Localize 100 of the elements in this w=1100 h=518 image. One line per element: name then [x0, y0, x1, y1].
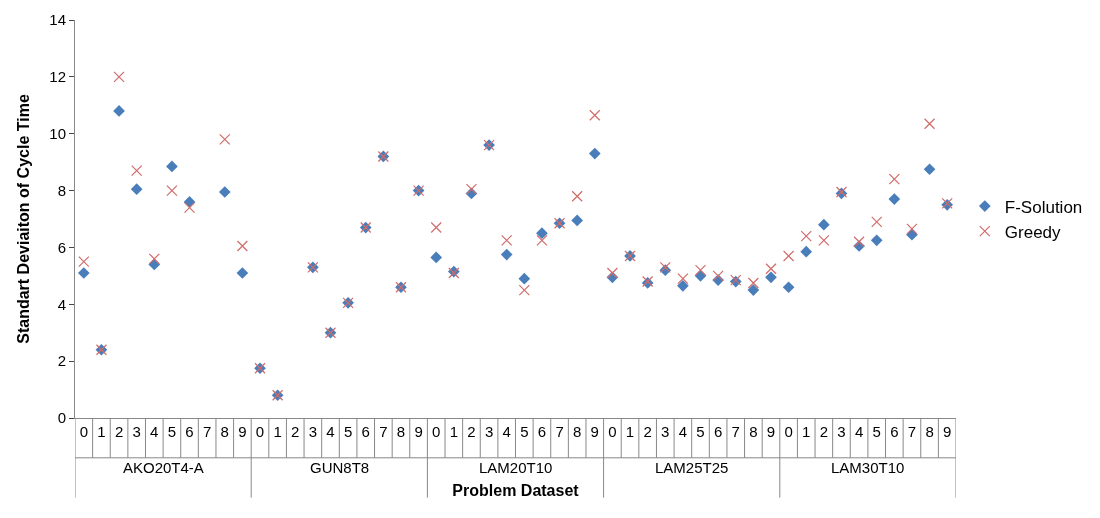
- point: [923, 163, 936, 176]
- point: [218, 186, 231, 198]
- x-tick-label: 4: [678, 423, 688, 440]
- point: [800, 230, 812, 242]
- x-tick-label: 9: [238, 423, 247, 440]
- point: [536, 227, 548, 240]
- y-axis-title: Standart Deviaiton of Cycle Time: [15, 94, 33, 344]
- x-axis-title: Problem Dataset: [452, 481, 580, 499]
- x-tick-label: 3: [132, 423, 141, 440]
- y-tick-label: 0: [57, 409, 66, 427]
- point: [236, 240, 248, 252]
- x-tick-label: 0: [432, 423, 441, 440]
- x-tick-label: 7: [907, 423, 917, 440]
- x-tick-label: 6: [361, 423, 370, 440]
- point: [236, 267, 249, 279]
- y-tick-label: 8: [57, 181, 66, 199]
- point: [606, 267, 619, 279]
- point: [589, 109, 601, 121]
- point: [219, 133, 231, 145]
- point: [677, 273, 689, 285]
- point: [694, 264, 707, 276]
- point: [78, 256, 90, 268]
- point: [800, 245, 813, 258]
- x-tick-label: 8: [925, 423, 934, 440]
- x-tick-label: 2: [114, 423, 124, 440]
- x-tick-label: 3: [837, 423, 846, 440]
- point: [871, 216, 883, 228]
- point: [148, 253, 160, 265]
- x-tick-label: 7: [379, 423, 388, 440]
- x-tick-label: 4: [326, 423, 335, 440]
- x-tick-label: 2: [819, 423, 829, 440]
- x-tick-label: 6: [890, 423, 899, 440]
- point: [518, 272, 531, 285]
- x-tick-label: 1: [802, 423, 811, 440]
- x-tick-label: 0: [255, 423, 265, 440]
- x-tick-label: 3: [661, 423, 670, 440]
- x-tick-label: 9: [943, 423, 952, 440]
- legend-label: F-Solution: [1004, 197, 1083, 217]
- x-tick-label: 6: [713, 423, 723, 440]
- point: [571, 190, 583, 202]
- x-tick-label: 8: [749, 423, 758, 440]
- text: AKO20T4-A: [123, 459, 204, 476]
- x-tick-label: 8: [573, 423, 582, 440]
- text: LAM30T10: [831, 459, 905, 476]
- point: [870, 234, 883, 247]
- x-tick-label: 3: [484, 423, 494, 440]
- point: [536, 234, 548, 246]
- point: [430, 251, 443, 264]
- point: [77, 267, 90, 279]
- point: [571, 214, 584, 227]
- x-tick-label: 5: [167, 423, 177, 440]
- x-tick-label: 4: [150, 423, 159, 440]
- point: [783, 250, 795, 262]
- x-tick-label: 1: [625, 423, 635, 440]
- point: [588, 147, 601, 160]
- point: [747, 277, 759, 289]
- legend-label: Greedy: [1004, 222, 1062, 242]
- x-tick-label: 5: [520, 423, 529, 440]
- x-tick-label: 0: [608, 423, 617, 440]
- point: [694, 270, 707, 282]
- point: [765, 263, 777, 275]
- x-tick-label: 8: [396, 423, 406, 440]
- point: [183, 202, 196, 214]
- point: [500, 248, 513, 261]
- y-tick-label: 12: [49, 68, 66, 86]
- x-tick-label: 5: [696, 423, 705, 440]
- x-tick-label: 5: [343, 423, 353, 440]
- x-tick-label: 6: [185, 423, 194, 440]
- point: [906, 228, 918, 241]
- point: [430, 221, 442, 234]
- point: [677, 279, 689, 292]
- point: [183, 196, 196, 208]
- point: [166, 160, 178, 173]
- point: [888, 173, 900, 185]
- x-tick-label: 5: [872, 423, 881, 440]
- y-tick-label: 14: [49, 11, 66, 29]
- point: [853, 236, 865, 248]
- x-tick-label: 7: [555, 423, 564, 440]
- x-tick-label: 2: [291, 423, 300, 440]
- x-tick-label: 1: [97, 423, 106, 440]
- point: [131, 165, 143, 177]
- x-tick-label: 4: [502, 423, 511, 440]
- point: [130, 183, 143, 195]
- x-tick-label: 9: [766, 423, 776, 440]
- x-tick-label: 6: [537, 423, 547, 440]
- y-tick-label: 6: [57, 238, 66, 256]
- point: [906, 223, 918, 235]
- x-tick-label: 0: [784, 423, 793, 440]
- point: [148, 258, 161, 271]
- y-tick-label: 2: [57, 352, 66, 370]
- point: [923, 118, 936, 130]
- text: LAM20T10: [479, 459, 553, 476]
- x-tick-label: 7: [731, 423, 740, 440]
- point: [818, 218, 830, 231]
- point: [518, 284, 530, 296]
- point: [818, 234, 830, 246]
- point: [113, 71, 125, 83]
- point: [888, 193, 901, 205]
- x-tick-label: 4: [854, 423, 864, 440]
- x-tick-label: 3: [308, 423, 318, 440]
